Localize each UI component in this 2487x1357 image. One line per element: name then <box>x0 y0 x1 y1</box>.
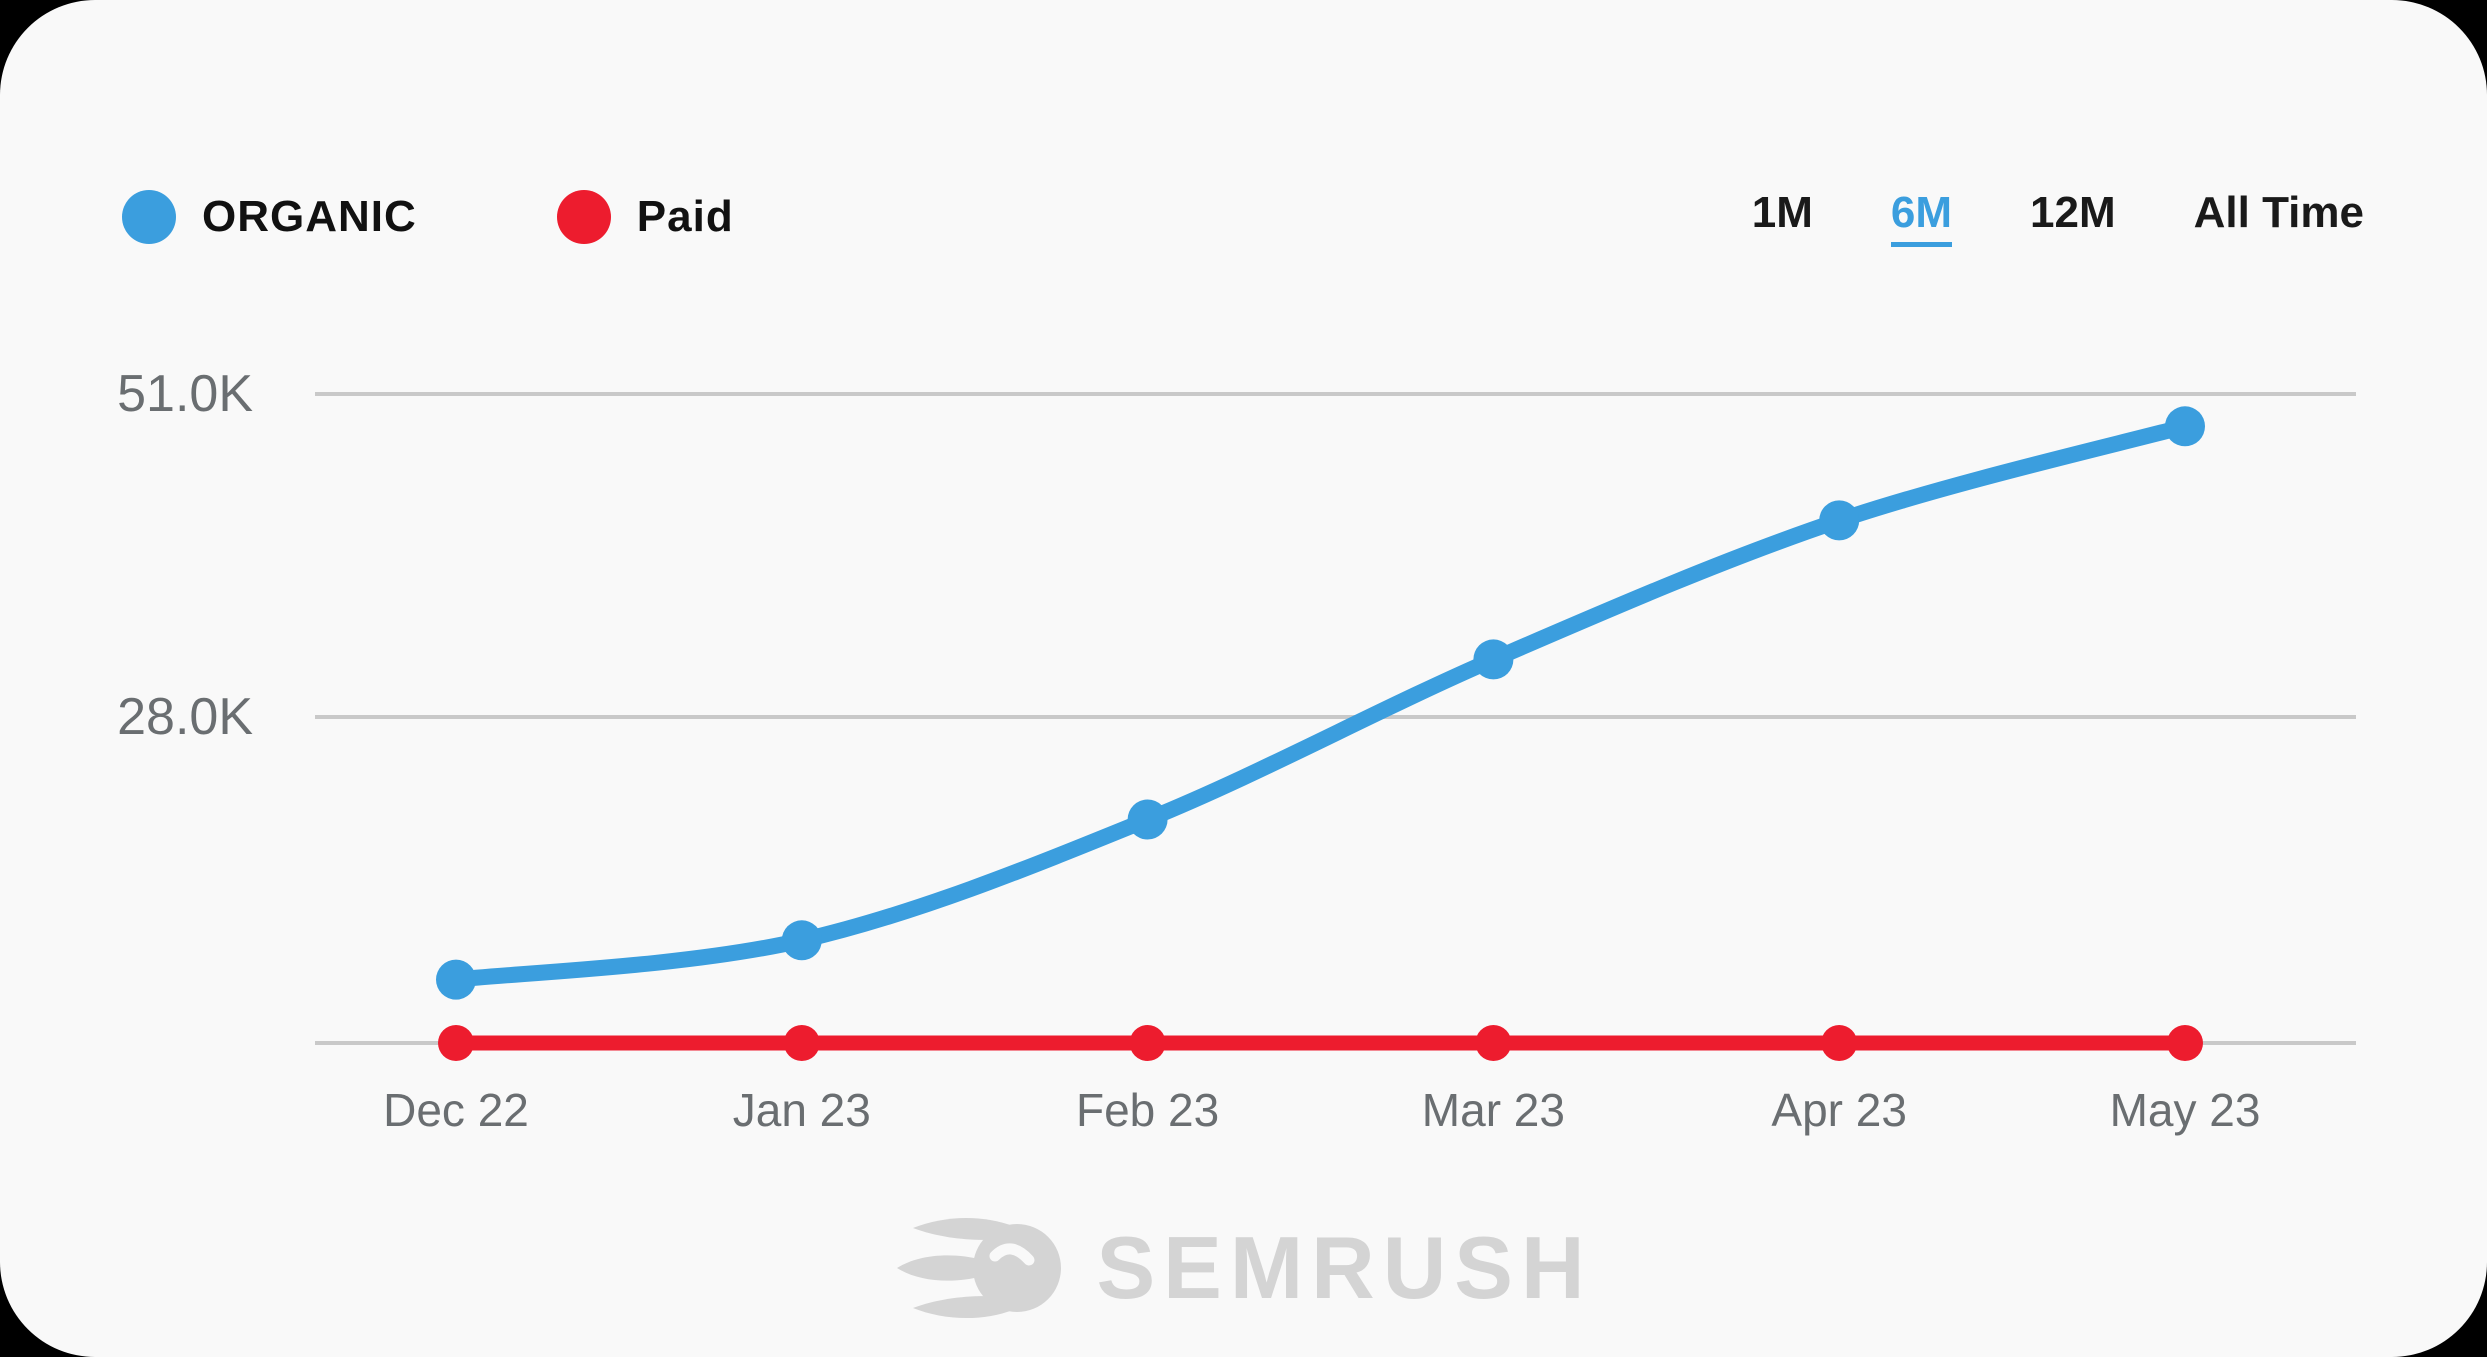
legend-item-organic[interactable]: ORGANIC <box>122 190 417 244</box>
range-1m[interactable]: 1M <box>1751 187 1813 237</box>
semrush-flame-icon <box>896 1217 1061 1319</box>
y-tick-label: 51.0K <box>117 365 253 423</box>
time-range-selector: 1M 6M 12M All Time <box>1751 187 2364 247</box>
range-6m[interactable]: 6M <box>1890 188 1953 247</box>
organic-dot-icon <box>122 190 176 244</box>
semrush-logo-text: SEMRUSH <box>1096 1218 1593 1317</box>
series-line-organic <box>448 418 2193 988</box>
data-point-paid <box>783 1025 820 1061</box>
x-tick-label: Mar 23 <box>1421 1084 1565 1136</box>
y-tick-label: 28.0K <box>117 688 253 746</box>
semrush-logo: SEMRUSH <box>894 1212 1592 1324</box>
x-tick-label: Apr 23 <box>1771 1084 1907 1136</box>
data-point-organic <box>2165 406 2205 447</box>
data-point-organic <box>1819 500 1860 541</box>
data-point-organic <box>1473 639 1514 680</box>
range-12m[interactable]: 12M <box>2030 187 2116 237</box>
data-point-paid <box>1475 1025 1512 1061</box>
x-tick-label: Feb 23 <box>1075 1084 1220 1136</box>
data-point-organic <box>436 959 476 1000</box>
data-point-paid <box>2167 1025 2203 1061</box>
data-point-paid <box>438 1025 474 1061</box>
x-tick-label: May 23 <box>2109 1084 2261 1136</box>
x-tick-label: Dec 22 <box>383 1084 529 1136</box>
data-point-paid <box>1129 1025 1166 1061</box>
x-tick-label: Jan 23 <box>732 1084 871 1136</box>
organic-legend-label: ORGANIC <box>202 192 417 241</box>
data-point-paid <box>1821 1025 1858 1061</box>
legend-item-paid[interactable]: Paid <box>556 190 734 244</box>
range-all-time[interactable]: All Time <box>2193 187 2364 237</box>
paid-legend-label: Paid <box>636 192 734 241</box>
chart-legend: ORGANIC Paid <box>122 190 734 244</box>
data-point-organic <box>781 920 822 961</box>
paid-dot-icon <box>556 190 611 244</box>
data-point-organic <box>1127 799 1168 840</box>
